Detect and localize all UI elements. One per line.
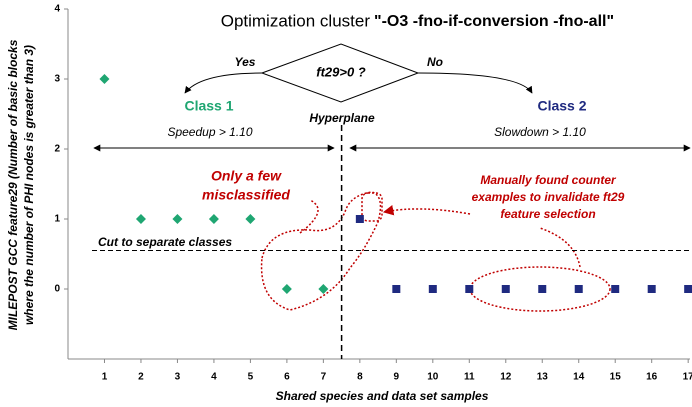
counter-arrow [382, 205, 471, 216]
misclassified-region [260, 191, 382, 311]
title-emphasis: "-O3 -fno-if-conversion -fno-all" [374, 13, 614, 30]
point [281, 284, 292, 294]
counter-link [539, 227, 581, 268]
title: Optimization cluster [221, 11, 371, 30]
highlight [260, 191, 611, 312]
y-tick-label: 0 [54, 284, 60, 295]
point [355, 215, 364, 223]
decision: ft29>0 ? [316, 64, 366, 79]
point [465, 285, 474, 293]
point [684, 285, 692, 293]
yes-arrow [184, 72, 263, 94]
misclassified-line: Only a few [211, 168, 282, 184]
hyperplane-label: Hyperplane [309, 111, 375, 125]
class1-label: Class 1 [184, 98, 233, 114]
x-tick-label: 2 [138, 372, 144, 383]
counter-line: Manually found counter [480, 173, 617, 187]
y-axis-label: MILEPOST GCC feature29 (Number of basic … [6, 39, 20, 330]
point [208, 214, 219, 224]
y-tick-label: 3 [54, 74, 60, 85]
x-tick-label: 12 [500, 372, 512, 383]
x-tick-label: 10 [427, 372, 439, 383]
point [172, 214, 183, 224]
x-tick-label: 13 [537, 372, 549, 383]
counter-region [469, 266, 611, 312]
speedup: Speedup > 1.10 [167, 125, 252, 139]
x-tick-label: 6 [284, 372, 290, 383]
x-tick-label: 3 [175, 372, 181, 383]
point [392, 285, 401, 293]
point [647, 285, 656, 293]
y-tick-label: 2 [54, 144, 60, 155]
point [574, 285, 583, 293]
x-tick-label: 14 [573, 372, 585, 383]
point [501, 285, 510, 293]
x-tick-label: 4 [211, 372, 217, 383]
y-tick-label: 4 [54, 4, 60, 15]
x-tick-label: 1 [102, 372, 108, 383]
counter-box [361, 192, 383, 222]
x-axis-label: Shared species and data set samples [276, 389, 489, 403]
point [135, 214, 146, 224]
cut-label: Cut to separate classes [98, 235, 232, 249]
class2-label: Class 2 [537, 98, 586, 114]
counter-line: feature selection [500, 207, 595, 221]
x-tick-label: 7 [321, 372, 327, 383]
x-tick-label: 9 [394, 372, 400, 383]
x-tick-label: 8 [357, 372, 363, 383]
x-tick-label: 15 [610, 372, 622, 383]
x-tick-label: 11 [464, 372, 475, 383]
slowdown: Slowdown > 1.10 [494, 125, 586, 139]
point [611, 285, 620, 293]
point [318, 284, 329, 294]
x-tick-label: 5 [248, 372, 254, 383]
y-axis-label: where the number of PHI nodes is greater… [22, 45, 36, 325]
point [428, 285, 437, 293]
x-tick-label: 17 [683, 372, 692, 383]
no-arrow [417, 72, 533, 94]
yes-label: Yes [235, 55, 256, 69]
y-tick-label: 1 [54, 214, 60, 225]
x-tick-label: 16 [646, 372, 658, 383]
point [538, 285, 547, 293]
point [99, 74, 110, 84]
misclassified-line: misclassified [202, 187, 290, 203]
point [245, 214, 256, 224]
no-label: No [427, 55, 443, 69]
counter-line: examples to invalidate ft29 [472, 190, 625, 204]
